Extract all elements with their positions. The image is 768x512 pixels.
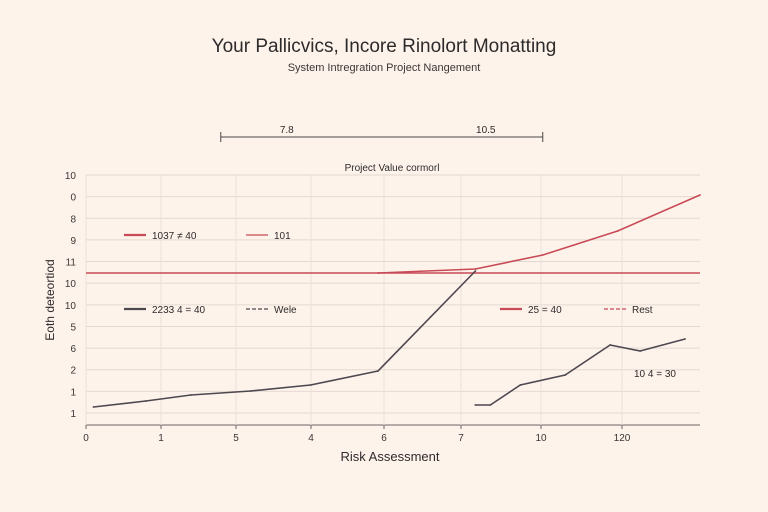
y-tick-label: 5 (70, 322, 76, 333)
data-point-right (474, 404, 477, 406)
x-axis-label: Risk Assessment (341, 449, 440, 464)
y-tick-label: 1 (70, 409, 76, 420)
y-tick-label: 1 (70, 387, 76, 398)
data-point-right (489, 404, 492, 406)
y-tick-label: 6 (70, 344, 76, 355)
data-point-lower (92, 406, 95, 408)
legend-label: 101 (274, 231, 291, 242)
data-point-right (609, 344, 612, 346)
data-point-upper (699, 194, 701, 196)
legend-label: 25 = 40 (528, 305, 562, 316)
data-point-lower (249, 390, 252, 392)
x-tick-label: 4 (308, 433, 314, 444)
data-point-lower (309, 384, 312, 386)
data-point-upper (616, 230, 619, 232)
y-tick-label: 9 (70, 236, 76, 247)
chart-subtitle: System Intregration Project Nangement (287, 62, 481, 74)
data-point-right (564, 374, 567, 376)
x-tick-label: 5 (233, 433, 239, 444)
data-point-lower (189, 394, 192, 396)
data-point-right (519, 384, 522, 386)
range-marker-end-label: 10.5 (476, 125, 496, 136)
chart-title: Your Pallicvics, Incore Rinolort Monatti… (211, 36, 557, 57)
y-tick-label: 10 (65, 279, 77, 290)
series-line-lower (93, 270, 476, 408)
x-tick-label: 1 (158, 433, 164, 444)
legend-label: Wele (274, 305, 297, 316)
y-tick-label: 0 (70, 193, 76, 204)
x-tick-label: 0 (83, 433, 89, 444)
inner-chart-title: Project Value cormorl (345, 163, 440, 174)
data-point-right (684, 338, 686, 340)
data-point-upper (541, 254, 544, 256)
data-point-lower (145, 400, 147, 402)
x-tick-label: 120 (614, 433, 631, 444)
legend-label: 1037 ≠ 40 (152, 231, 197, 242)
y-axis-label: Eoth deteortiod (43, 259, 57, 340)
y-tick-label: 10 (65, 301, 77, 312)
legend-label: 2233 4 = 40 (152, 305, 206, 316)
legend-label: Rest (632, 305, 653, 316)
y-tick-label: 10 (65, 171, 77, 182)
x-tick-label: 10 (535, 433, 547, 444)
data-point-upper (474, 268, 477, 270)
y-tick-label: 2 (70, 366, 76, 377)
y-tick-label: 8 (70, 214, 76, 225)
annotation-label: 10 4 = 30 (634, 369, 676, 380)
data-point-lower (377, 370, 379, 372)
x-tick-label: 6 (381, 433, 387, 444)
data-point-lower (474, 270, 477, 272)
data-point-upper (377, 272, 379, 274)
range-marker-start-label: 7.8 (280, 125, 294, 136)
x-tick-label: 7 (458, 433, 464, 444)
data-point-right (639, 350, 641, 352)
y-tick-label: 11 (66, 258, 77, 269)
